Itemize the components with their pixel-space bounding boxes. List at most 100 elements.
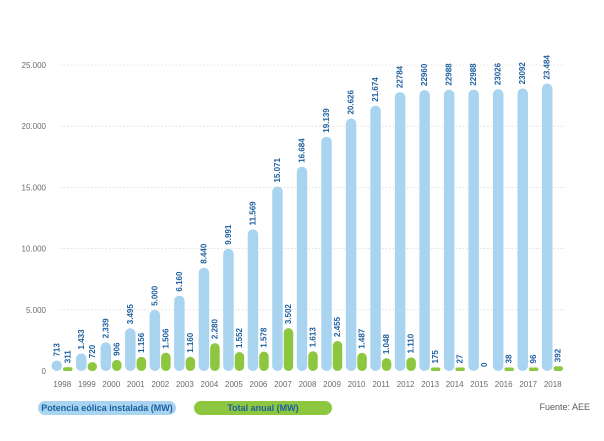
value-label-total-anual: 1.110 <box>407 333 416 353</box>
bar-total-anual <box>259 351 269 371</box>
x-tick-label: 2010 <box>348 380 366 389</box>
legend-label-potencia: Potencia eólica instalada (MW) <box>41 403 173 413</box>
value-label-potencia: 22988 <box>469 63 478 86</box>
bar-potencia <box>370 105 381 372</box>
x-tick-label: 2016 <box>495 380 513 389</box>
bar-potencia <box>541 83 553 371</box>
value-label-potencia: 20.626 <box>347 90 356 115</box>
value-label-potencia: 11.569 <box>248 201 257 226</box>
value-label-total-anual: 311 <box>63 350 72 363</box>
value-label-potencia: 2.339 <box>101 318 110 339</box>
value-label-potencia: 3.495 <box>126 304 135 325</box>
bar-total-anual <box>406 357 416 371</box>
y-tick-label: 0 <box>42 367 47 376</box>
bar-potencia <box>198 267 210 371</box>
bar-total-anual <box>136 356 147 371</box>
bar-potencia <box>100 342 112 371</box>
y-tick-label: 15.000 <box>22 183 47 192</box>
bar-total-anual <box>112 359 122 371</box>
value-label-total-anual: 906 <box>112 342 121 356</box>
bar-total-anual <box>430 367 441 371</box>
bar-potencia <box>296 166 308 371</box>
y-tick-label: 20.000 <box>22 122 47 131</box>
bar-total-anual <box>63 367 73 371</box>
value-label-total-anual: 2.455 <box>333 316 342 337</box>
bar-total-anual <box>185 356 196 371</box>
bar-total-anual <box>308 351 318 371</box>
value-label-potencia: 15.071 <box>273 158 282 183</box>
value-label-total-anual: 1.048 <box>382 334 391 355</box>
x-tick-label: 2013 <box>421 380 439 389</box>
y-tick-label: 25.000 <box>22 61 47 70</box>
bar-total-anual <box>161 352 171 371</box>
value-label-potencia: 23092 <box>518 62 527 85</box>
bar-potencia <box>174 295 185 371</box>
value-label-potencia: 9.991 <box>224 224 233 245</box>
bar-potencia <box>517 88 528 372</box>
value-label-total-anual: 1.552 <box>235 327 244 348</box>
gridlines <box>60 64 565 311</box>
value-label-potencia: 8.440 <box>199 243 208 264</box>
value-label-potencia: 1.433 <box>77 329 86 350</box>
x-tick-label: 2012 <box>397 380 415 389</box>
value-label-total-anual: 27 <box>456 354 465 363</box>
bar-potencia <box>419 89 430 371</box>
value-label-potencia: 21.674 <box>371 77 380 102</box>
value-label-total-anual: 1.613 <box>309 327 318 348</box>
x-tick-label: 2017 <box>519 380 537 389</box>
bar-total-anual <box>553 366 563 371</box>
bar-potencia <box>468 89 479 371</box>
value-label-total-anual: 2.280 <box>210 319 219 340</box>
value-label-total-anual: 0 <box>480 362 489 367</box>
y-tick-label: 5.000 <box>26 306 47 315</box>
bar-potencia <box>492 89 504 372</box>
x-tick-label: 2002 <box>151 380 169 389</box>
bar-total-anual <box>381 358 392 371</box>
value-label-total-anual: 1.156 <box>137 332 146 353</box>
value-label-total-anual: 175 <box>431 350 440 364</box>
bar-total-anual <box>504 367 514 371</box>
x-tick-label: 2003 <box>176 380 194 389</box>
x-tick-label: 2015 <box>470 380 488 389</box>
bar-total-anual <box>283 328 294 371</box>
bar-total-anual <box>210 343 220 371</box>
bars <box>51 83 563 372</box>
bar-potencia <box>345 118 357 372</box>
legend-item-total-anual: Total anual (MW) <box>194 401 332 415</box>
value-label-total-anual: 392 <box>554 348 563 362</box>
value-label-potencia: 22988 <box>445 63 454 86</box>
value-label-total-anual: 720 <box>88 344 97 358</box>
value-label-potencia: 19.139 <box>322 108 331 133</box>
x-tick-label: 2004 <box>201 380 219 389</box>
value-label-potencia: 22784 <box>396 65 405 88</box>
bar-potencia <box>394 92 406 371</box>
bar-potencia <box>51 360 63 371</box>
value-label-potencia: 6.160 <box>175 271 184 292</box>
x-axis-ticks: 1998 1999 2000 2001 2002 2003 2004 2005 2006 2007… <box>53 380 562 389</box>
x-tick-label: 2006 <box>250 380 268 389</box>
bar-potencia <box>125 328 136 371</box>
x-tick-label: 2001 <box>127 380 145 389</box>
value-label-potencia: 713 <box>52 343 61 357</box>
x-tick-label: 2018 <box>544 380 562 389</box>
x-tick-label: 1998 <box>53 380 71 389</box>
bar-potencia <box>76 353 87 371</box>
bar-potencia <box>247 229 259 371</box>
value-label-total-anual: 3.502 <box>284 304 293 325</box>
x-tick-label: 2007 <box>274 380 292 389</box>
bar-total-anual <box>87 362 98 371</box>
x-tick-label: 2005 <box>225 380 243 389</box>
x-tick-label: 2008 <box>299 380 317 389</box>
value-label-potencia: 5.000 <box>150 285 159 306</box>
x-tick-label: 2011 <box>372 380 390 389</box>
bar-total-anual <box>528 367 539 371</box>
bar-potencia <box>272 186 283 371</box>
bar-total-anual <box>357 352 367 371</box>
y-axis-ticks: 0 5.000 10.000 15.000 20.000 25.000 <box>22 61 47 376</box>
x-tick-label: 2014 <box>446 380 464 389</box>
value-label-potencia: 23026 <box>494 62 503 85</box>
x-tick-label: 2000 <box>102 380 120 389</box>
y-tick-label: 10.000 <box>22 245 47 254</box>
